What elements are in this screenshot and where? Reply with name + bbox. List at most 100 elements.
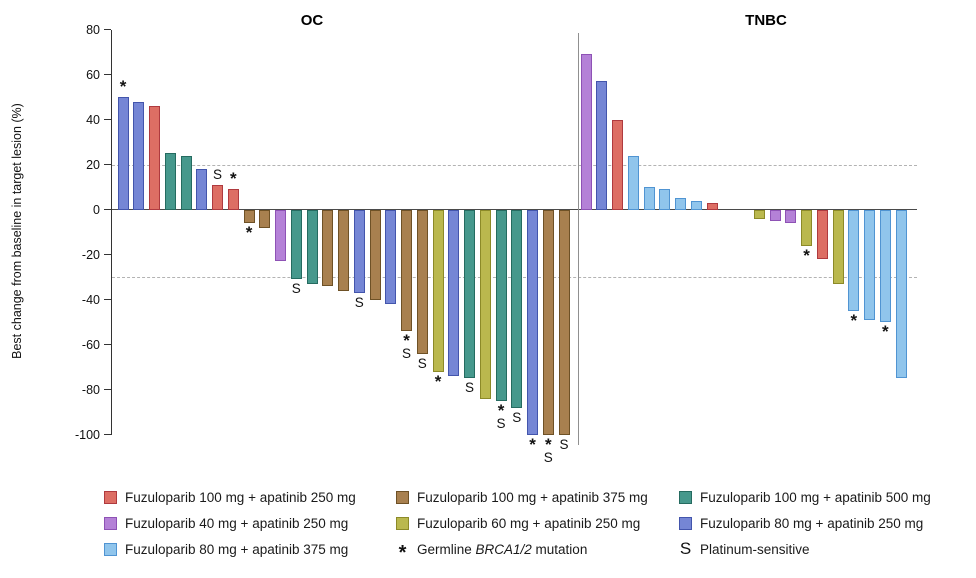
bar-oc-13: [306, 209, 318, 284]
bar-oc-3: [149, 106, 160, 210]
brca-mutation-marker: *: [497, 400, 505, 420]
legend-label: Platinum-sensitive: [700, 541, 810, 557]
bar-oc-23: [464, 209, 475, 379]
bar-oc-11: [275, 209, 286, 262]
y-tick: [104, 118, 111, 121]
bar-oc-4: [164, 153, 176, 210]
legend-swatch-f80a375: [104, 542, 117, 556]
legend-swatch-f100a500: [679, 490, 692, 504]
legend-item: Fuzuloparib 80 mg + apatinib 250 mg: [679, 513, 923, 533]
legend-swatch-f40a250: [104, 516, 117, 530]
y-tick: [104, 433, 111, 436]
legend-item: Fuzuloparib 100 mg + apatinib 500 mg: [679, 487, 931, 507]
brca-mutation-marker: *: [119, 77, 127, 96]
y-tick: [104, 388, 111, 391]
legend-item: Fuzuloparib 100 mg + apatinib 375 mg: [396, 487, 648, 507]
bar-oc-20: [416, 209, 428, 354]
bar-oc-18: [385, 209, 397, 304]
legend-item: Fuzuloparib 40 mg + apatinib 250 mg: [104, 513, 348, 533]
bar-tnbc-16: [816, 209, 828, 259]
legend-item: * Germline BRCA1/2 mutation: [396, 539, 588, 564]
y-tick-label: 80: [86, 22, 100, 37]
bar-oc-12: [290, 209, 302, 280]
bar-tnbc-12: [753, 209, 765, 219]
legend-swatch-f80a250: [679, 516, 692, 530]
bar-tnbc-18: [848, 209, 860, 311]
bar-oc-9: [243, 209, 255, 223]
brca-mutation-marker: *: [403, 331, 410, 350]
bar-tnbc-4: [627, 155, 639, 210]
bar-tnbc-14: [785, 209, 797, 223]
y-tick-label: 0: [93, 202, 100, 217]
legend-s-symbol: S: [679, 539, 692, 558]
bar-oc-10: [259, 209, 271, 228]
platinum-sensitive-marker: S: [543, 449, 553, 465]
bar-oc-1: [117, 97, 129, 210]
legend-label: Germline BRCA1/2 mutation: [417, 541, 588, 557]
bar-tnbc-5: [643, 187, 655, 210]
y-tick-label: -20: [81, 247, 100, 262]
y-tick-label: -80: [81, 382, 100, 397]
legend-label: Fuzuloparib 100 mg + apatinib 500 mg: [700, 489, 931, 505]
bar-oc-28: [542, 209, 554, 435]
legend-label: Fuzuloparib 60 mg + apatinib 250 mg: [417, 515, 641, 531]
panel-title-oc: OC: [300, 12, 324, 29]
y-tick: [104, 163, 111, 166]
platinum-sensitive-marker: S: [291, 281, 301, 297]
brca-mutation-marker: *: [434, 371, 442, 391]
bar-tnbc-15: [801, 209, 812, 246]
platinum-sensitive-marker: S: [496, 415, 506, 431]
bar-oc-5: [180, 155, 192, 210]
brca-mutation-marker: *: [245, 223, 253, 242]
bar-tnbc-13: [769, 209, 781, 221]
brca-mutation-marker: *: [229, 169, 237, 189]
bar-oc-26: [511, 209, 523, 408]
legend-label: Fuzuloparib 80 mg + apatinib 375 mg: [125, 541, 349, 557]
legend-swatch-f100a250: [104, 490, 117, 504]
y-tick: [104, 298, 111, 301]
bar-oc-6: [196, 169, 208, 210]
y-tick-label: -60: [81, 337, 100, 352]
bar-tnbc-19: [864, 209, 875, 320]
y-tick-label: -100: [74, 427, 100, 442]
platinum-sensitive-marker: S: [464, 380, 474, 396]
legend-item: Fuzuloparib 60 mg + apatinib 250 mg: [396, 513, 640, 533]
legend-swatch-f60a250: [396, 516, 409, 530]
bar-tnbc-3: [612, 119, 623, 210]
bar-tnbc-7: [675, 198, 686, 210]
platinum-sensitive-marker: S: [401, 346, 411, 361]
y-tick: [104, 343, 111, 346]
bar-oc-7: [212, 184, 223, 210]
legend-label: Fuzuloparib 100 mg + apatinib 375 mg: [417, 489, 648, 505]
platinum-sensitive-marker: S: [212, 166, 222, 182]
y-axis-line: [110, 29, 112, 435]
y-axis-label: Best change from baseline in target lesi…: [10, 103, 24, 359]
bar-oc-19: [401, 209, 412, 331]
bar-oc-22: [448, 209, 460, 376]
legend-item: S Platinum-sensitive: [679, 539, 810, 559]
legend-item: Fuzuloparib 100 mg + apatinib 250 mg: [104, 487, 356, 507]
bar-oc-15: [338, 209, 349, 291]
y-tick-label: -40: [81, 292, 100, 307]
y-tick-label: 60: [86, 67, 100, 82]
y-tick: [104, 253, 111, 256]
platinum-sensitive-marker: S: [354, 294, 364, 310]
platinum-sensitive-marker: S: [559, 436, 569, 452]
bar-oc-21: [432, 209, 444, 372]
bar-oc-14: [322, 209, 334, 286]
panel-title-tnbc: TNBC: [745, 12, 787, 29]
bar-oc-16: [353, 209, 365, 293]
legend-label: Fuzuloparib 80 mg + apatinib 250 mg: [700, 515, 924, 531]
platinum-sensitive-marker: S: [512, 409, 522, 425]
bar-oc-8: [227, 189, 239, 210]
panel-divider: [577, 33, 579, 445]
bar-oc-2: [133, 101, 145, 210]
zero-baseline: [112, 208, 917, 211]
y-tick-label: 40: [86, 112, 100, 127]
legend-item: Fuzuloparib 80 mg + apatinib 375 mg: [104, 539, 348, 559]
bar-oc-25: [495, 209, 507, 401]
brca-mutation-marker: *: [850, 310, 858, 330]
bar-tnbc-2: [596, 81, 608, 210]
y-tick: [104, 28, 111, 31]
legend-label: Fuzuloparib 40 mg + apatinib 250 mg: [125, 515, 349, 531]
